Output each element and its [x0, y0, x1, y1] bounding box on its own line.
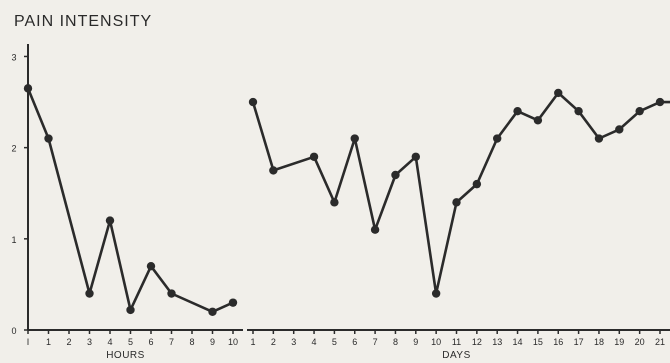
x-tick-label: 5 — [332, 337, 337, 347]
x-tick-label: 10 — [228, 337, 238, 347]
x-tick-label: 10 — [431, 337, 441, 347]
data-point — [105, 216, 115, 225]
x-tick-label: 8 — [189, 337, 194, 347]
data-point — [44, 134, 53, 143]
data-point — [431, 289, 441, 298]
data-point — [554, 88, 563, 98]
x-tick-label: 8 — [393, 337, 398, 347]
axes — [24, 44, 670, 334]
data-point — [635, 106, 644, 116]
x-tick-label: 3 — [291, 337, 296, 347]
x-tick-label: 19 — [614, 337, 624, 347]
y-tick-label: 1 — [11, 235, 16, 245]
data-point — [513, 106, 522, 116]
data-point — [146, 261, 156, 271]
x-tick-label: 9 — [210, 337, 215, 347]
data-point — [23, 84, 33, 93]
data-point — [370, 225, 380, 234]
data-point — [126, 305, 135, 315]
x-tick-label: 9 — [413, 337, 418, 347]
chart-title: PAIN INTENSITY — [14, 13, 152, 30]
y-tick-label: 3 — [11, 52, 16, 62]
data-point — [269, 166, 278, 175]
x-tick-label: 7 — [169, 337, 174, 347]
data-point — [533, 116, 543, 125]
x-tick-label: 14 — [513, 337, 523, 347]
data-point — [391, 170, 400, 180]
data-point — [411, 152, 420, 161]
x-tick-label: 2 — [271, 337, 276, 347]
data-point — [248, 97, 258, 107]
data-point — [615, 125, 624, 134]
series-line-hours — [26, 87, 235, 314]
x-tick-label: 20 — [635, 337, 645, 347]
data-point — [85, 289, 94, 298]
series-line-days — [251, 91, 670, 295]
x-tick-label: 12 — [472, 337, 482, 347]
data-point — [472, 179, 482, 189]
x-axis-label-hours: HOURS — [106, 350, 145, 361]
x-tick-label: 18 — [594, 337, 604, 347]
x-tick-label: 1 — [46, 337, 51, 347]
x-tick-label: 4 — [312, 337, 317, 347]
x-tick-label: 1 — [250, 337, 255, 347]
data-point — [167, 289, 176, 298]
x-tick-label: 16 — [553, 337, 563, 347]
x-tick-label: 13 — [492, 337, 502, 347]
x-tick-label: 7 — [373, 337, 378, 347]
x-tick-label: 2 — [66, 337, 71, 347]
y-tick-label: 0 — [11, 326, 16, 336]
x-tick-label: 21 — [655, 337, 665, 347]
x-tick-label: 4 — [107, 337, 112, 347]
data-point — [350, 134, 359, 143]
x-tick-label: 5 — [128, 337, 133, 347]
y-tick-label: 2 — [11, 144, 16, 154]
data-point — [493, 134, 502, 143]
x-tick-label: 17 — [574, 337, 584, 347]
series — [23, 84, 670, 316]
data-point — [309, 152, 319, 161]
data-point — [594, 134, 604, 143]
x-tick-label: 6 — [352, 337, 357, 347]
x-tick-label: 3 — [87, 337, 92, 347]
data-point — [452, 198, 461, 207]
data-point — [208, 307, 217, 316]
x-tick-label: 11 — [452, 337, 461, 347]
data-point — [655, 97, 665, 107]
x-tick-label: 15 — [533, 337, 543, 347]
data-point — [228, 298, 238, 307]
data-point — [330, 198, 339, 207]
x-axis-label-days: DAYS — [442, 350, 471, 361]
x-tick-label: I — [27, 337, 30, 347]
data-point — [574, 106, 583, 116]
x-tick-label: 6 — [148, 337, 153, 347]
